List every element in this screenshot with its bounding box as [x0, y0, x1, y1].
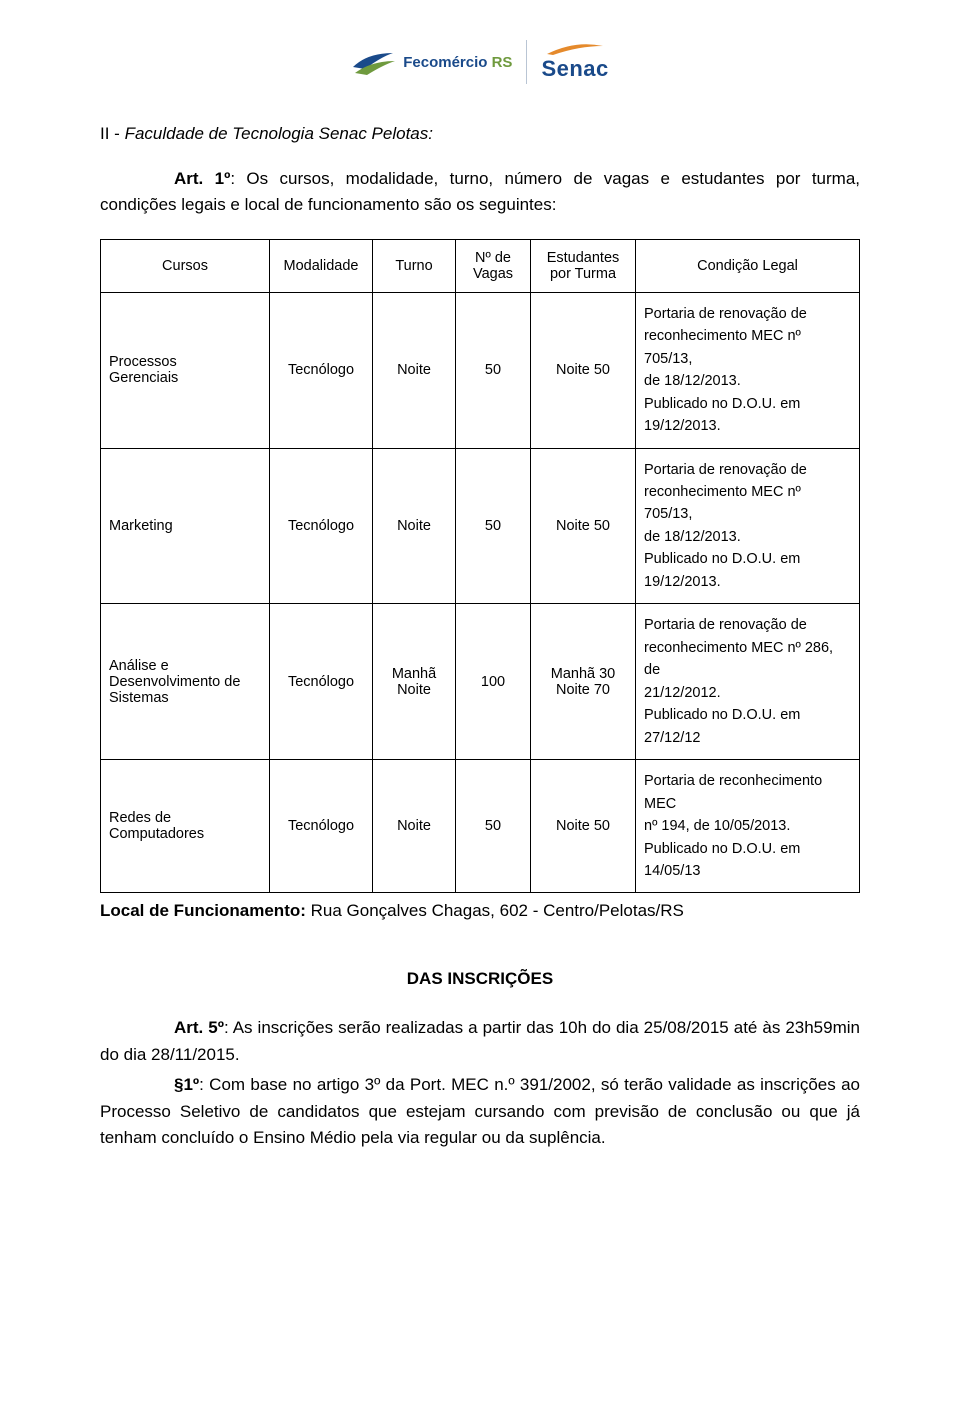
- cell-legal-l2: reconhecimento MEC nº 705/13,: [644, 481, 851, 526]
- cell-turno-l1: Manhã: [381, 666, 447, 682]
- cell-legal-l3: de 18/12/2013.: [644, 370, 851, 392]
- logo-separator: [526, 40, 527, 84]
- table-row: Análise e Desenvolvimento de Sistemas Te…: [101, 604, 860, 760]
- paragraph-1-text: : Com base no artigo 3º da Port. MEC n.º…: [100, 1075, 860, 1147]
- logo-senac-text: Senac: [541, 56, 608, 82]
- th-vagas-l1: Nº de: [475, 250, 511, 266]
- th-modalidade: Modalidade: [270, 239, 373, 292]
- cell-turno: Noite: [373, 448, 456, 604]
- th-vagas: Nº de Vagas: [456, 239, 531, 292]
- cell-legal-l1: Portaria de reconhecimento MEC: [644, 770, 851, 815]
- cell-est: Manhã 30 Noite 70: [531, 604, 636, 760]
- page: Fecomércio RS Senac II - Faculdade de Te…: [0, 0, 960, 1412]
- cell-mod: Tecnólogo: [270, 604, 373, 760]
- cell-mod: Tecnólogo: [270, 760, 373, 893]
- cell-curso-l1: Análise e: [109, 658, 261, 674]
- cell-curso-l2: Gerenciais: [109, 370, 261, 386]
- th-turno: Turno: [373, 239, 456, 292]
- cell-vagas: 50: [456, 760, 531, 893]
- cell-legal-l5: 19/12/2013.: [644, 415, 851, 437]
- local-label: Local de Funcionamento:: [100, 901, 311, 920]
- section-suffix: :: [428, 124, 433, 143]
- table-row: Marketing Tecnólogo Noite 50 Noite 50 Po…: [101, 448, 860, 604]
- article-5-label: Art. 5º: [174, 1018, 224, 1037]
- section-title-italic: Faculdade de Tecnologia Senac Pelotas: [125, 124, 429, 143]
- article-1: Art. 1º: Os cursos, modalidade, turno, n…: [100, 166, 860, 219]
- local-funcionamento: Local de Funcionamento: Rua Gonçalves Ch…: [100, 901, 860, 921]
- cell-legal-l2: nº 194, de 10/05/2013.: [644, 815, 851, 837]
- cell-legal: Portaria de reconhecimento MEC nº 194, d…: [636, 760, 860, 893]
- paragraph-1: §1º: Com base no artigo 3º da Port. MEC …: [100, 1072, 860, 1151]
- cell-legal-l4: Publicado no D.O.U. em 27/12/12: [644, 704, 851, 749]
- course-table: Cursos Modalidade Turno Nº de Vagas Estu…: [100, 239, 860, 894]
- cell-curso-l3: Sistemas: [109, 690, 261, 706]
- cell-legal-l5: 19/12/2013.: [644, 571, 851, 593]
- cell-legal-l1: Portaria de renovação de: [644, 459, 851, 481]
- table-header-row: Cursos Modalidade Turno Nº de Vagas Estu…: [101, 239, 860, 292]
- cell-legal-l3: 21/12/2012.: [644, 682, 851, 704]
- cell-turno-l2: Noite: [381, 682, 447, 698]
- cell-legal-l1: Portaria de renovação de: [644, 614, 851, 636]
- th-cursos: Cursos: [101, 239, 270, 292]
- th-estudantes: Estudantes por Turma: [531, 239, 636, 292]
- cell-curso: Marketing: [101, 448, 270, 604]
- paragraph-1-label: §1º: [174, 1075, 199, 1094]
- cell-legal-l3: Publicado no D.O.U. em 14/05/13: [644, 838, 851, 883]
- article-1-label: Art. 1º: [174, 169, 230, 188]
- cell-vagas: 50: [456, 292, 531, 448]
- table-head: Cursos Modalidade Turno Nº de Vagas Estu…: [101, 239, 860, 292]
- logo-fecomercio-rs: RS: [492, 54, 513, 71]
- th-legal: Condição Legal: [636, 239, 860, 292]
- cell-vagas: 100: [456, 604, 531, 760]
- cell-legal-l4: Publicado no D.O.U. em: [644, 548, 851, 570]
- article-5: Art. 5º: As inscrições serão realizadas …: [100, 1015, 860, 1068]
- cell-turno: Noite: [373, 760, 456, 893]
- cell-curso: Análise e Desenvolvimento de Sistemas: [101, 604, 270, 760]
- cell-legal: Portaria de renovação de reconhecimento …: [636, 292, 860, 448]
- table-row: Processos Gerenciais Tecnólogo Noite 50 …: [101, 292, 860, 448]
- th-est-l1: Estudantes: [547, 250, 620, 266]
- das-inscricoes-heading: DAS INSCRIÇÕES: [100, 969, 860, 989]
- section-prefix: II -: [100, 124, 125, 143]
- cell-turno: Noite: [373, 292, 456, 448]
- cell-est: Noite 50: [531, 292, 636, 448]
- cell-est-l2: Noite 70: [539, 682, 627, 698]
- cell-legal-l4: Publicado no D.O.U. em: [644, 393, 851, 415]
- cell-legal: Portaria de renovação de reconhecimento …: [636, 448, 860, 604]
- cell-mod: Tecnólogo: [270, 448, 373, 604]
- cell-legal: Portaria de renovação de reconhecimento …: [636, 604, 860, 760]
- table-row: Redes de Computadores Tecnólogo Noite 50…: [101, 760, 860, 893]
- logo-fecomercio-text: Fecomércio RS: [403, 54, 512, 71]
- cell-legal-l2: reconhecimento MEC nº 286, de: [644, 637, 851, 682]
- cell-curso-l2: Desenvolvimento de: [109, 674, 261, 690]
- cell-est-l1: Manhã 30: [539, 666, 627, 682]
- cell-curso-l1: Processos: [109, 354, 261, 370]
- cell-curso-l1: Redes de: [109, 810, 261, 826]
- cell-legal-l1: Portaria de renovação de: [644, 303, 851, 325]
- cell-curso: Processos Gerenciais: [101, 292, 270, 448]
- logo-fecomercio: Fecomércio RS: [351, 47, 512, 77]
- cell-est: Noite 50: [531, 760, 636, 893]
- cell-est: Noite 50: [531, 448, 636, 604]
- th-est-l2: por Turma: [550, 266, 616, 282]
- cell-curso-l2: Computadores: [109, 826, 261, 842]
- header-logos: Fecomércio RS Senac: [100, 40, 860, 84]
- table-body: Processos Gerenciais Tecnólogo Noite 50 …: [101, 292, 860, 893]
- logo-fecomercio-main: Fecomércio: [403, 54, 487, 71]
- th-vagas-l2: Vagas: [473, 266, 513, 282]
- section-title: II - Faculdade de Tecnologia Senac Pelot…: [100, 124, 860, 144]
- cell-legal-l3: de 18/12/2013.: [644, 526, 851, 548]
- fecomercio-swoosh-icon: [351, 47, 397, 77]
- logo-senac: Senac: [541, 42, 608, 82]
- cell-mod: Tecnólogo: [270, 292, 373, 448]
- cell-legal-l2: reconhecimento MEC nº 705/13,: [644, 325, 851, 370]
- senac-swoosh-icon: [545, 42, 605, 56]
- local-value: Rua Gonçalves Chagas, 602 - Centro/Pelot…: [311, 901, 684, 920]
- cell-vagas: 50: [456, 448, 531, 604]
- cell-turno: Manhã Noite: [373, 604, 456, 760]
- cell-curso: Redes de Computadores: [101, 760, 270, 893]
